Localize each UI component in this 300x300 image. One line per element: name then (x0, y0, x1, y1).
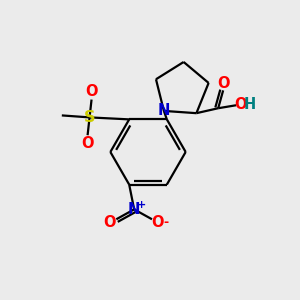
Text: O: O (152, 215, 164, 230)
Text: O: O (81, 136, 94, 151)
Text: S: S (84, 110, 95, 125)
Text: O: O (235, 97, 247, 112)
Text: N: N (158, 103, 170, 118)
Text: +: + (136, 200, 146, 210)
Text: O: O (217, 76, 230, 91)
Text: O: O (85, 84, 98, 99)
Text: -: - (163, 216, 168, 229)
Text: O: O (103, 215, 116, 230)
Text: N: N (128, 202, 140, 217)
Text: H: H (244, 97, 256, 112)
